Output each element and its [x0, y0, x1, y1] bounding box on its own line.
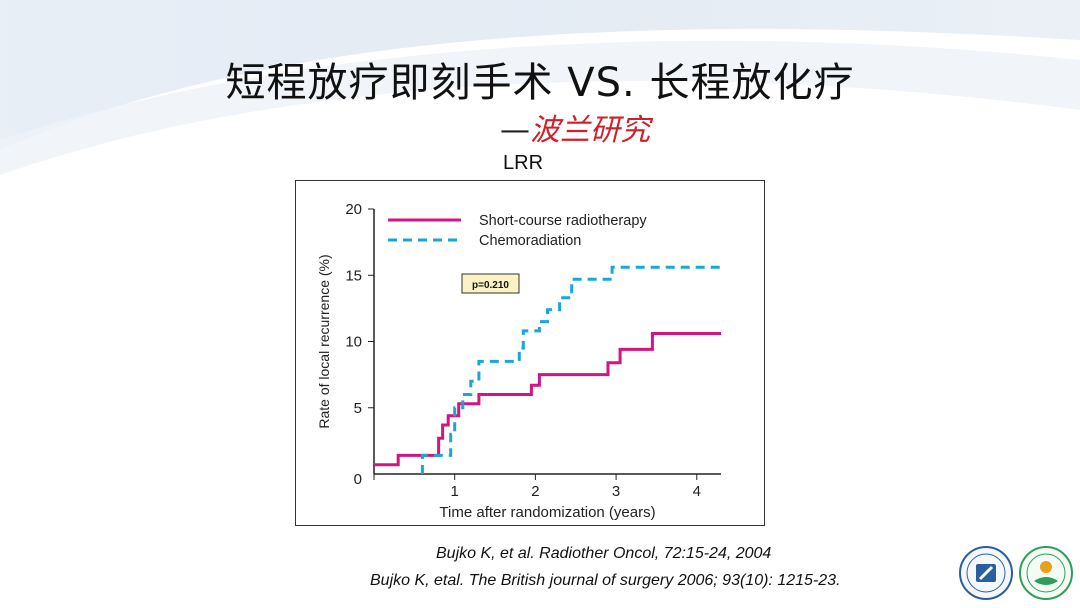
y-tick-label: 15 [345, 267, 362, 284]
section-label: LRR [503, 152, 544, 174]
p-value-label: p=0.210 [472, 280, 509, 291]
y-axis-label: Rate of local recurrence (%) [316, 254, 332, 428]
reference-1: Bujko K, et al. Radiother Oncol, 72:15-2… [436, 545, 772, 562]
origin-tick-label: 0 [354, 471, 362, 488]
y-tick-label: 10 [345, 334, 362, 351]
p-value-box [461, 273, 520, 294]
references: Bujko K, et al. Radiother Oncol, 72:15-2… [370, 540, 930, 594]
y-tick-label: 5 [354, 400, 362, 417]
legend-label-1: Short-course radiotherapy [479, 213, 647, 229]
x-tick-label: 3 [612, 483, 620, 500]
nursing-association-icon [1019, 546, 1073, 600]
x-tick-label: 4 [693, 483, 701, 500]
slide-subtitle: —波兰研究 [500, 105, 650, 149]
subtitle-dash: — [500, 113, 530, 148]
recurrence-chart: 5 10 15 20 0 1 2 3 4 Time after randomization (ye… [316, 201, 721, 521]
series-line-1 [374, 332, 721, 467]
chart-frame: 5 10 15 20 0 1 2 3 4 Time after randomization (ye… [295, 180, 765, 526]
y-tick-label: 20 [345, 201, 362, 218]
series-line-2 [420, 265, 721, 474]
hospital-seal-icon [959, 546, 1013, 600]
reference-2: Bujko K, etal. The British journal of su… [370, 572, 841, 589]
x-axis-label: Time after randomization (years) [439, 504, 655, 521]
x-tick-label: 1 [451, 483, 459, 500]
legend-label-2: Chemoradiation [479, 233, 581, 249]
subtitle-study-name: 波兰研究 [530, 113, 650, 148]
slide-title: 短程放疗即刻手术 VS. 长程放化疗 [225, 60, 855, 106]
x-tick-label: 2 [531, 483, 539, 500]
background-swoosh [0, 0, 1080, 175]
